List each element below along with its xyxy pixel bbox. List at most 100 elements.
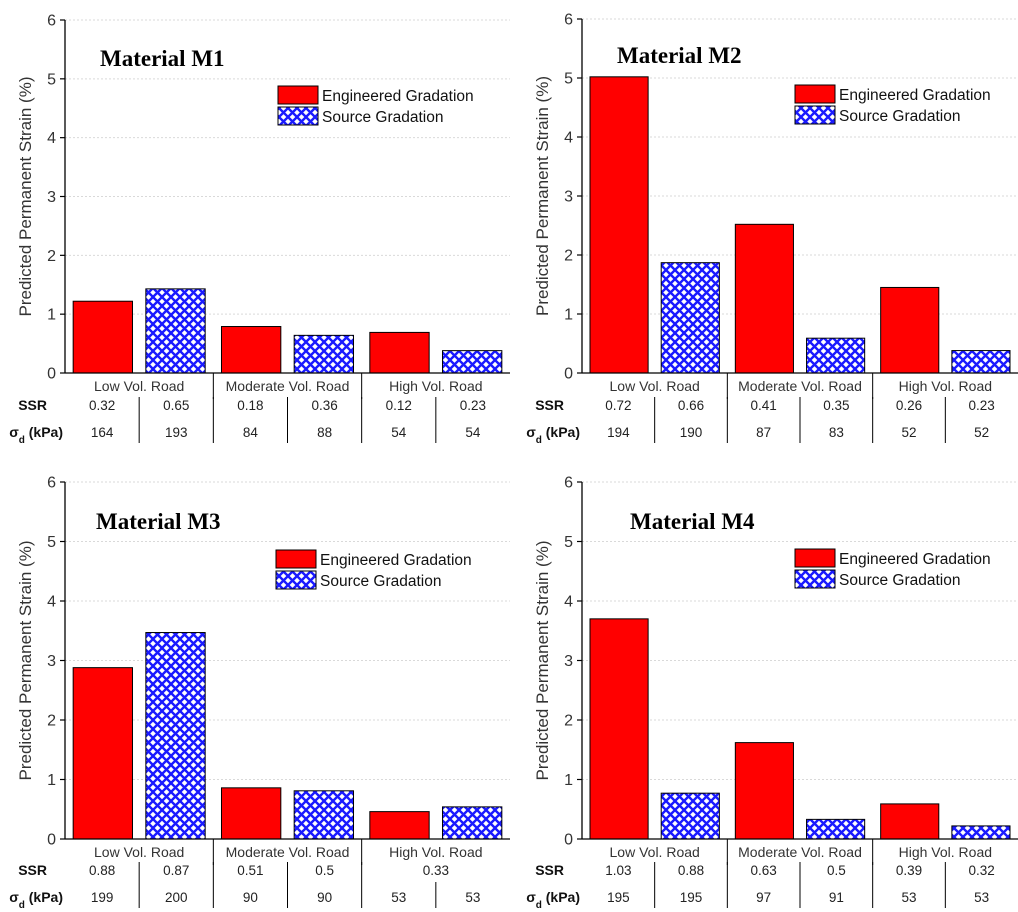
y-tick-label: 4 [47, 594, 56, 611]
sigma-cell: 199 [91, 890, 114, 905]
category-label: Low Vol. Road [94, 844, 184, 860]
ssr-cell: 0.66 [678, 398, 704, 413]
bar-engineered [220, 787, 282, 840]
y-tick-label: 2 [564, 713, 573, 730]
bar-source [145, 288, 206, 374]
y-tick-label: 0 [47, 832, 56, 849]
bar-source [442, 350, 503, 374]
ssr-cell: 0.72 [605, 398, 631, 413]
legend-label: Engineered Gradation [839, 551, 991, 568]
ssr-row-label: SSR [18, 397, 47, 413]
y-tick-label: 6 [564, 12, 573, 29]
chart-title: Material M2 [617, 43, 742, 68]
y-axis-label: Predicted Permanent Strain (%) [16, 77, 35, 317]
bar-engineered [880, 803, 940, 840]
ssr-cell: 0.5 [315, 863, 334, 878]
chart-title: Material M1 [100, 46, 225, 71]
y-tick-label: 2 [564, 248, 573, 265]
bar-source [145, 632, 206, 840]
y-axis-label: Predicted Permanent Strain (%) [533, 541, 552, 781]
chart-panel-1: 0 1 2 3 4 5 6 Predicted Permanent Strain (%) Mat… [9, 13, 510, 446]
y-tick-label: 1 [47, 307, 56, 324]
legend-swatch-source [794, 569, 836, 589]
sigma-cell: 90 [243, 890, 258, 905]
sigma-cell: 97 [756, 890, 771, 905]
ssr-cell: 0.35 [823, 398, 849, 413]
legend-swatch-engineered [794, 84, 836, 104]
sigma-row-label: σd (kPa) [526, 424, 580, 446]
bar-engineered [220, 326, 282, 374]
bar-engineered [880, 286, 940, 374]
ssr-cell: 0.65 [163, 398, 189, 413]
bar-engineered [589, 76, 649, 374]
sigma-cell: 195 [680, 890, 703, 905]
ssr-cell: 0.33 [423, 863, 449, 878]
ssr-cell: 0.41 [751, 398, 777, 413]
y-tick-label: 0 [564, 832, 573, 849]
legend-swatch-source [275, 570, 317, 590]
bar-engineered [369, 811, 430, 840]
y-tick-label: 3 [564, 653, 573, 670]
y-tick-label: 5 [564, 71, 573, 88]
sigma-cell: 194 [607, 425, 630, 440]
sigma-cell: 195 [607, 890, 630, 905]
chart-title: Material M4 [630, 509, 755, 534]
y-tick-label: 5 [564, 534, 573, 551]
y-tick-label: 3 [47, 653, 56, 670]
sigma-cell: 54 [465, 425, 481, 440]
y-tick-label: 1 [564, 772, 573, 789]
y-tick-label: 1 [47, 772, 56, 789]
category-label: High Vol. Road [899, 844, 992, 860]
y-tick-label: 3 [47, 189, 56, 206]
sigma-cell: 164 [91, 425, 114, 440]
legend-label: Engineered Gradation [322, 88, 474, 105]
ssr-cell: 0.26 [896, 398, 922, 413]
chart-panel-3: 0 1 2 3 4 5 6 Predicted Permanent Strain (%) Mat… [9, 475, 510, 911]
legend-label: Source Gradation [320, 573, 442, 590]
y-tick-label: 1 [564, 307, 573, 324]
ssr-cell: 0.88 [678, 863, 704, 878]
ssr-cell: 0.18 [237, 398, 263, 413]
legend: Engineered Gradation Source Gradation [794, 84, 991, 125]
bar-engineered [589, 618, 649, 840]
ssr-cell: 0.5 [827, 863, 846, 878]
sigma-cell: 88 [317, 425, 332, 440]
sigma-cell: 54 [391, 425, 407, 440]
sigma-cell: 91 [829, 890, 844, 905]
category-label: Low Vol. Road [610, 844, 700, 860]
ssr-cell: 0.23 [460, 398, 486, 413]
y-tick-label: 2 [47, 248, 56, 265]
chart-panel-4: 0 1 2 3 4 5 6 Predicted Permanent Strain (%) Mat… [526, 475, 1018, 911]
bar-source [293, 790, 355, 840]
ssr-row-label: SSR [535, 862, 564, 878]
sigma-cell: 53 [391, 890, 406, 905]
legend-swatch-engineered [277, 85, 319, 105]
ssr-cell: 0.63 [751, 863, 777, 878]
category-label: High Vol. Road [389, 844, 482, 860]
ssr-row-label: SSR [18, 862, 47, 878]
legend-swatch-engineered [275, 549, 317, 569]
category-label: Moderate Vol. Road [226, 844, 350, 860]
bar-source [806, 337, 866, 374]
sigma-cell: 53 [901, 890, 916, 905]
y-tick-label: 6 [564, 475, 573, 492]
sigma-row-label: σd (kPa) [9, 424, 63, 446]
sigma-cell: 90 [317, 890, 332, 905]
sigma-cell: 53 [465, 890, 480, 905]
ssr-cell: 0.36 [311, 398, 337, 413]
data-table: SSR σd (kPa) 0.72 194 0.66 190 0.41 87 0.35 83 0.2… [526, 397, 995, 446]
ssr-cell: 0.23 [969, 398, 995, 413]
bar-engineered [734, 223, 794, 374]
legend-label: Engineered Gradation [320, 552, 472, 569]
y-axis-label: Predicted Permanent Strain (%) [16, 541, 35, 781]
bar-engineered [72, 667, 133, 840]
legend: Engineered Gradation Source Gradation [794, 548, 991, 589]
sigma-row-label: σd (kPa) [526, 889, 580, 911]
legend-label: Source Gradation [839, 108, 961, 125]
category-label: Moderate Vol. Road [738, 378, 862, 394]
sigma-cell: 52 [901, 425, 916, 440]
legend-label: Source Gradation [839, 572, 961, 589]
chart-panel-2: 0 1 2 3 4 5 6 Predicted Permanent Strain (%) Mat… [526, 12, 1018, 446]
sigma-cell: 87 [756, 425, 771, 440]
